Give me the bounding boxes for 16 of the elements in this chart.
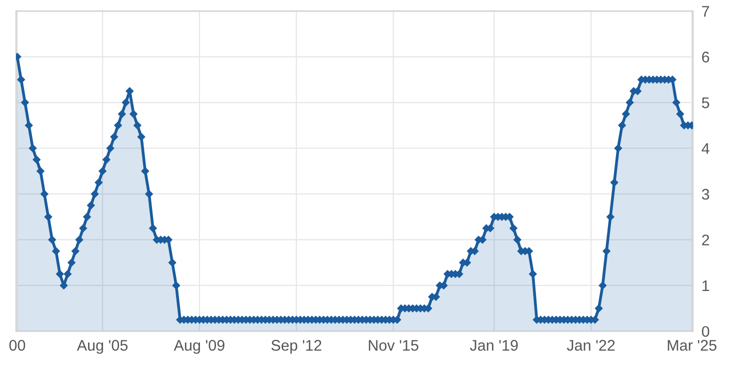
y-tick-label: 6: [702, 52, 710, 62]
x-tick-label: Jan '19: [470, 340, 518, 351]
x-tick-label: Mar '25: [668, 340, 716, 351]
x-tick-label: Aug '05: [76, 340, 128, 354]
y-tick-label: 1: [702, 280, 710, 291]
y-tick-label: 7: [702, 6, 710, 17]
x-tick-label: Nov '15: [368, 340, 418, 351]
y-tick-label: 4: [702, 143, 710, 154]
y-tick-label: 5: [702, 98, 710, 108]
x-tick-label: 00: [9, 340, 26, 351]
x-tick-label: Aug '09: [174, 340, 224, 354]
y-tick-label: 2: [702, 234, 710, 246]
y-tick-label: 3: [702, 188, 710, 200]
x-tick-label: Jan '22: [566, 340, 615, 351]
y-tick-label: 0: [702, 326, 710, 337]
x-tick-label: Sep '12: [271, 340, 322, 354]
